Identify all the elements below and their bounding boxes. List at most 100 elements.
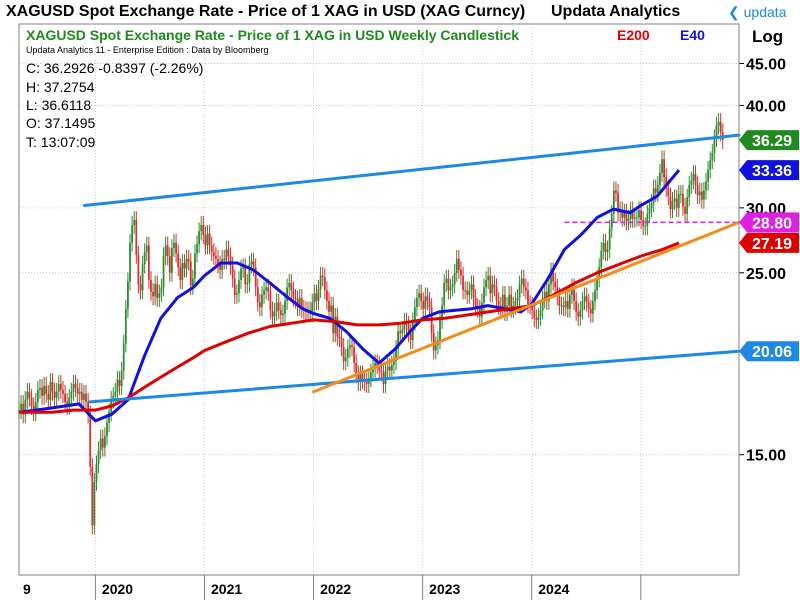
candle-body: [638, 210, 640, 218]
candle-body: [686, 197, 689, 214]
candle-body: [449, 287, 452, 291]
candle-body: [625, 212, 628, 222]
grid: [19, 24, 739, 575]
y-tick-label: 45.00: [746, 56, 786, 73]
candle-body: [677, 193, 680, 208]
candle-body: [615, 190, 617, 193]
y-tick-label: 25.00: [746, 266, 786, 283]
candle-body: [501, 294, 504, 309]
candle-body: [154, 284, 157, 297]
price-tag-label: 36.29: [752, 133, 792, 150]
time-readout: T: 13:07:09: [26, 134, 95, 150]
candle-body: [217, 258, 219, 265]
candle-body: [445, 278, 448, 283]
candle-body: [510, 294, 513, 309]
price-tag-label: 27.19: [752, 236, 792, 253]
series-e200-line: [19, 241, 680, 414]
candle-body: [131, 224, 134, 243]
candle-body: [388, 366, 391, 371]
chart-title: XAGUSD Spot Exchange Rate - Price of 1 X…: [26, 27, 519, 43]
candle-body: [39, 387, 41, 390]
candle-body: [294, 297, 297, 300]
candle-body: [45, 385, 48, 394]
candle-body: [346, 348, 349, 358]
candle-body: [635, 217, 638, 219]
candle-body: [522, 278, 525, 288]
candle-body: [49, 381, 52, 400]
candle-body: [223, 258, 226, 261]
candle-body: [684, 206, 686, 214]
trends: [82, 133, 741, 404]
candle-body: [198, 231, 201, 245]
candle-body: [340, 338, 343, 347]
candle-body: [537, 316, 540, 320]
candle-body: [564, 300, 567, 308]
candle-body: [596, 278, 598, 291]
candle-body: [460, 269, 462, 276]
candle-body: [80, 391, 83, 400]
candle-body: [434, 345, 437, 351]
candle-body: [480, 302, 483, 317]
candle-body: [656, 184, 659, 193]
candle-body: [650, 203, 653, 208]
candle-body: [120, 370, 123, 386]
candle-body: [665, 177, 668, 189]
candle-body: [263, 290, 265, 295]
candle-body: [671, 200, 674, 210]
candle-body: [504, 294, 506, 312]
chart-subtitle: Updata Analytics 11 - Enterprise Edition…: [26, 45, 268, 55]
upper-channel-line: [82, 133, 741, 208]
candle-body: [535, 318, 538, 320]
candle-body: [648, 207, 651, 214]
candle-body: [284, 300, 286, 314]
candle-body: [267, 287, 270, 292]
candle-body: [422, 300, 425, 309]
candle-body: [474, 297, 477, 308]
x-tick-label: 9: [23, 581, 31, 597]
candle-body: [705, 181, 707, 191]
candle-body: [432, 333, 435, 351]
candle-body: [497, 300, 500, 306]
candle-body: [248, 264, 251, 283]
candle-body: [462, 275, 464, 291]
candle-body: [713, 138, 716, 153]
candle-body: [491, 284, 494, 294]
candle-body: [124, 308, 127, 344]
candle-body: [349, 345, 351, 349]
candle-body: [83, 393, 85, 400]
candle-body: [336, 316, 339, 337]
candle-body: [246, 282, 249, 285]
candle-body: [592, 300, 594, 314]
candle-body: [225, 249, 228, 261]
candle-body: [78, 391, 81, 394]
candle-body: [539, 310, 542, 317]
candle-body: [133, 219, 136, 225]
candle-body: [575, 300, 578, 312]
candle-body: [694, 173, 697, 185]
candle-body: [282, 313, 284, 316]
candle-body: [472, 284, 475, 298]
candle-body: [321, 275, 324, 278]
candle-body: [300, 297, 303, 309]
candle-body: [359, 374, 362, 382]
candle-body: [642, 219, 645, 227]
candle-body: [137, 254, 140, 285]
candle-body: [453, 272, 456, 285]
candle-body: [271, 310, 274, 317]
candle-body: [399, 331, 402, 334]
candle-body: [659, 172, 661, 185]
x-tick-label: 2022: [320, 581, 351, 597]
candle-body: [181, 262, 184, 280]
price-tag-label: 20.06: [752, 344, 792, 361]
candle-body: [26, 391, 29, 400]
candle-body: [233, 278, 236, 295]
candle-body: [487, 275, 490, 280]
candle-body: [679, 193, 682, 195]
price-tag-label: 33.36: [752, 163, 792, 180]
candle-body: [365, 381, 368, 384]
x-tick-label: 2020: [102, 581, 133, 597]
candle-body: [319, 275, 322, 289]
x-tick-label: 2024: [538, 581, 569, 597]
candle-body: [325, 290, 328, 301]
candle-body: [57, 383, 60, 392]
